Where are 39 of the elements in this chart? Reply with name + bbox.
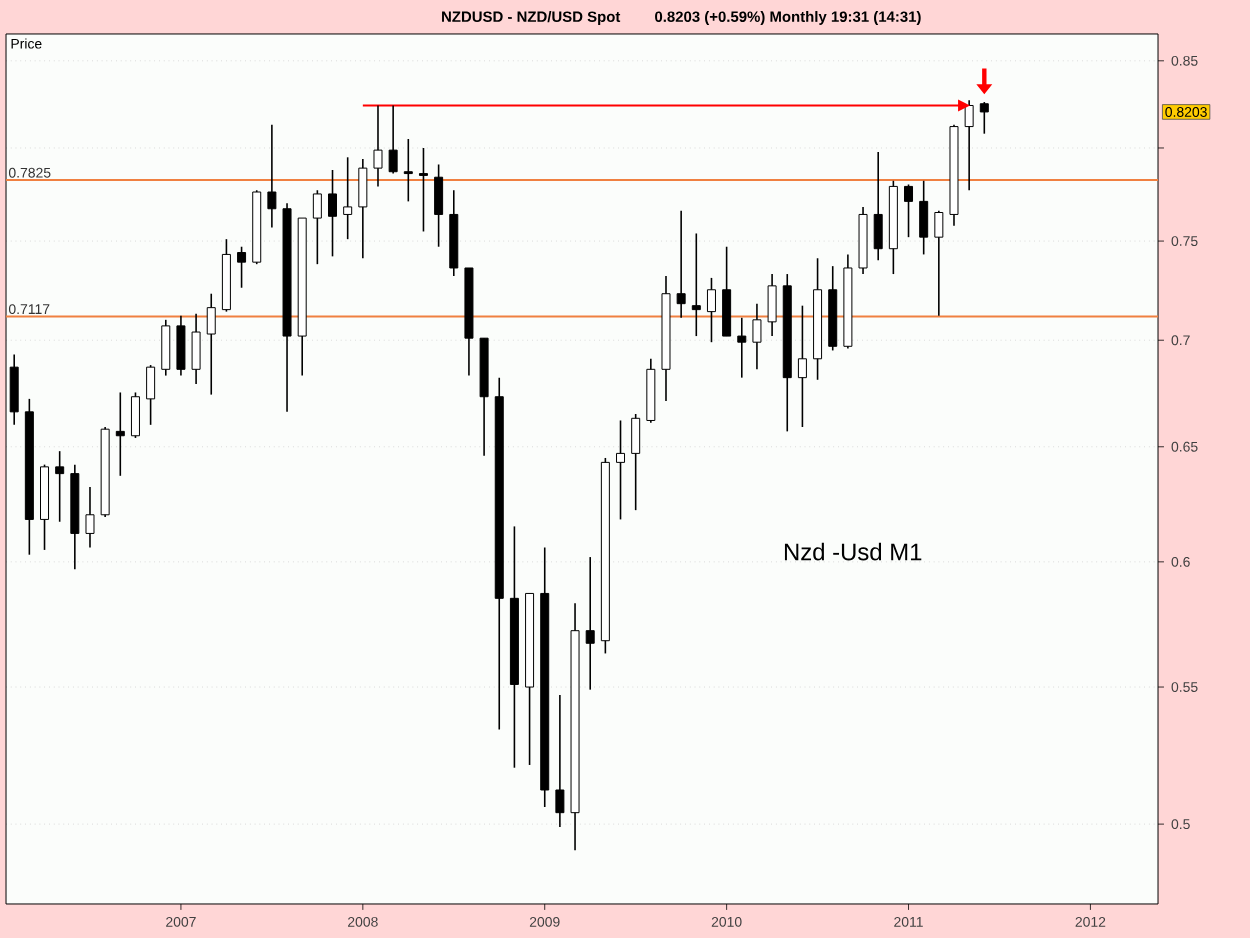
candlestick [631,413,641,511]
candlestick [55,450,65,523]
candlestick [358,158,368,260]
candlestick [676,209,686,319]
candlestick [312,189,322,265]
candlestick [343,156,353,240]
candlestick [979,101,989,135]
candlestick [722,245,732,337]
candlestick [934,209,944,317]
candlestick [691,232,701,337]
candlestick [919,180,929,256]
candlestick [267,124,277,229]
candlestick [115,391,125,477]
candlestick [388,104,398,175]
candlestick [737,316,747,379]
candlestick [585,556,595,691]
candlestick [176,314,186,377]
candlestick [434,163,444,248]
candlestick [373,104,383,188]
candlestick [706,277,716,343]
candlestick [191,312,201,385]
candlestick [237,245,247,289]
candlestick [328,169,338,258]
candlestick [752,302,762,371]
candlestick [130,391,140,439]
candlestick [797,304,807,428]
candlestick [767,273,777,337]
candlestick [555,694,565,828]
candlestick [161,319,171,377]
candlestick [964,99,974,192]
candlestick [146,364,156,426]
candlestick [418,147,428,233]
annotation: Nzd -Usd M1 [784,542,922,561]
candlestick [904,183,914,238]
candlestick [206,292,216,396]
candlestick [403,138,413,203]
candlestick [873,151,883,262]
candlestick [85,486,95,549]
candlestick [616,419,626,521]
